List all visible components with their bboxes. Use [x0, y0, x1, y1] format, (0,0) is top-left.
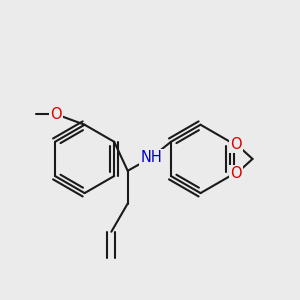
Text: O: O [51, 107, 62, 122]
Text: O: O [230, 166, 242, 181]
Text: NH: NH [141, 150, 162, 165]
Text: O: O [230, 136, 242, 152]
